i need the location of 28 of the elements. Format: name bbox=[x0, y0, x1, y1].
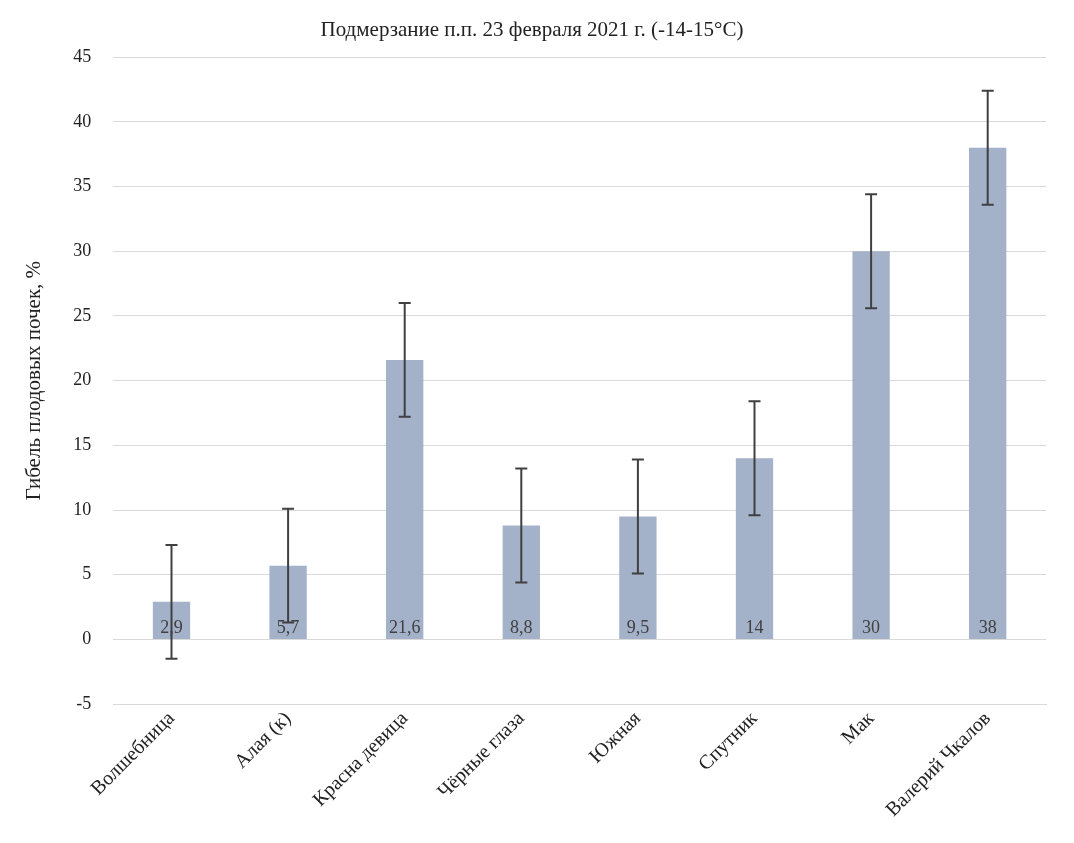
y-tick-label: 0 bbox=[82, 628, 92, 649]
y-tick-label: 25 bbox=[73, 304, 92, 325]
data-label: 38 bbox=[978, 617, 997, 638]
y-axis-title: Гибель плодовых почек, % bbox=[21, 260, 46, 501]
y-tick-label: 30 bbox=[73, 239, 92, 260]
y-tick-label: 15 bbox=[73, 434, 92, 455]
bar bbox=[735, 458, 774, 639]
y-tick-label: 35 bbox=[73, 175, 92, 196]
bar bbox=[852, 251, 890, 639]
y-tick-label: 20 bbox=[73, 369, 92, 390]
y-tick-label: 40 bbox=[73, 110, 92, 131]
bar bbox=[619, 516, 657, 639]
y-tick-label: 5 bbox=[82, 563, 92, 584]
data-label: 14 bbox=[745, 617, 764, 638]
chart-title: Подмерзание п.п. 23 февраля 2021 г. (-14-15°С) bbox=[320, 17, 744, 42]
data-label: 9,5 bbox=[626, 617, 650, 638]
data-label: 21,6 bbox=[388, 617, 421, 638]
data-label: 8,8 bbox=[510, 617, 533, 638]
bar bbox=[969, 147, 1007, 639]
x-tick-label: Мак bbox=[836, 706, 878, 748]
bar bbox=[269, 565, 307, 639]
data-label: 5,7 bbox=[276, 617, 300, 638]
y-tick-label: 45 bbox=[73, 45, 92, 66]
y-tick-label: 10 bbox=[73, 498, 92, 519]
bar bbox=[386, 359, 424, 639]
y-tick-label: -5 bbox=[76, 692, 92, 713]
bar bbox=[502, 525, 540, 639]
data-label: 30 bbox=[862, 617, 881, 638]
